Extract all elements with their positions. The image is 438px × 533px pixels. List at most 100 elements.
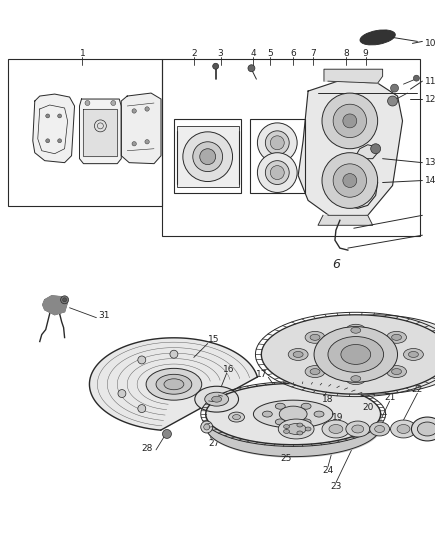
Ellipse shape <box>278 419 314 439</box>
Ellipse shape <box>305 332 325 343</box>
Ellipse shape <box>333 164 367 197</box>
Bar <box>162 59 420 236</box>
Ellipse shape <box>193 142 223 172</box>
Ellipse shape <box>297 423 303 427</box>
Ellipse shape <box>346 324 366 336</box>
Ellipse shape <box>270 166 284 180</box>
Circle shape <box>145 140 149 144</box>
Circle shape <box>388 96 398 106</box>
Ellipse shape <box>392 369 402 375</box>
Ellipse shape <box>343 174 357 188</box>
Circle shape <box>138 356 146 364</box>
Ellipse shape <box>392 334 402 340</box>
Ellipse shape <box>346 421 370 437</box>
Ellipse shape <box>333 104 367 138</box>
Text: 22: 22 <box>412 385 423 394</box>
Circle shape <box>371 144 381 154</box>
Circle shape <box>118 390 126 398</box>
Circle shape <box>391 84 399 92</box>
Polygon shape <box>298 81 403 219</box>
Ellipse shape <box>283 425 290 429</box>
Ellipse shape <box>262 411 272 417</box>
Polygon shape <box>318 215 373 225</box>
Polygon shape <box>356 145 378 159</box>
Ellipse shape <box>279 406 307 422</box>
Ellipse shape <box>283 430 290 433</box>
Circle shape <box>138 405 146 413</box>
Ellipse shape <box>270 136 284 150</box>
Bar <box>174 119 241 193</box>
Text: 6: 6 <box>290 49 296 58</box>
Circle shape <box>58 139 62 143</box>
Ellipse shape <box>328 336 384 373</box>
Circle shape <box>201 421 213 433</box>
Ellipse shape <box>301 403 311 409</box>
Text: 27: 27 <box>208 439 219 448</box>
Text: 17: 17 <box>256 370 267 379</box>
Ellipse shape <box>205 392 229 406</box>
Polygon shape <box>324 69 383 83</box>
Polygon shape <box>43 296 67 314</box>
Ellipse shape <box>346 373 366 385</box>
Circle shape <box>204 424 210 430</box>
Polygon shape <box>261 315 438 394</box>
Ellipse shape <box>310 334 320 340</box>
Text: 24: 24 <box>322 466 334 475</box>
Ellipse shape <box>146 368 202 400</box>
Polygon shape <box>121 93 161 164</box>
Circle shape <box>46 139 49 143</box>
Text: 18: 18 <box>322 394 334 403</box>
Circle shape <box>213 63 219 69</box>
Text: 10: 10 <box>425 39 437 48</box>
Ellipse shape <box>387 366 406 377</box>
Ellipse shape <box>301 419 311 425</box>
Text: 25: 25 <box>280 454 292 463</box>
Polygon shape <box>206 383 381 445</box>
Ellipse shape <box>341 344 371 365</box>
Text: 14: 14 <box>425 176 437 185</box>
Ellipse shape <box>265 131 289 155</box>
Text: 9: 9 <box>363 49 369 58</box>
Ellipse shape <box>286 424 306 434</box>
Text: 7: 7 <box>310 49 316 58</box>
Ellipse shape <box>229 412 244 422</box>
Circle shape <box>63 298 67 302</box>
Text: 20: 20 <box>362 402 374 411</box>
Circle shape <box>162 430 171 439</box>
Polygon shape <box>84 109 117 156</box>
Ellipse shape <box>403 349 424 360</box>
Ellipse shape <box>351 376 361 382</box>
Circle shape <box>248 64 255 72</box>
Text: 2: 2 <box>191 49 197 58</box>
Text: 8: 8 <box>343 49 349 58</box>
Ellipse shape <box>233 415 240 419</box>
Text: 4: 4 <box>251 49 256 58</box>
Text: 26: 26 <box>238 439 249 448</box>
Circle shape <box>145 107 149 111</box>
Ellipse shape <box>195 386 239 412</box>
Ellipse shape <box>314 411 324 417</box>
Ellipse shape <box>409 351 418 358</box>
Ellipse shape <box>397 424 410 433</box>
Ellipse shape <box>417 422 437 436</box>
Circle shape <box>58 114 62 118</box>
Polygon shape <box>89 338 258 430</box>
Circle shape <box>60 296 69 304</box>
Ellipse shape <box>183 132 233 182</box>
Circle shape <box>85 101 90 106</box>
Ellipse shape <box>276 419 285 425</box>
Ellipse shape <box>370 422 389 436</box>
Ellipse shape <box>387 332 406 343</box>
Polygon shape <box>80 99 121 164</box>
Ellipse shape <box>322 420 350 438</box>
Circle shape <box>413 75 420 81</box>
Text: 21: 21 <box>384 393 395 402</box>
Ellipse shape <box>360 30 396 45</box>
Ellipse shape <box>258 123 297 163</box>
Ellipse shape <box>265 160 289 184</box>
Ellipse shape <box>352 425 364 433</box>
Ellipse shape <box>391 420 417 438</box>
Polygon shape <box>336 159 378 208</box>
Circle shape <box>46 114 49 118</box>
Ellipse shape <box>164 379 184 390</box>
